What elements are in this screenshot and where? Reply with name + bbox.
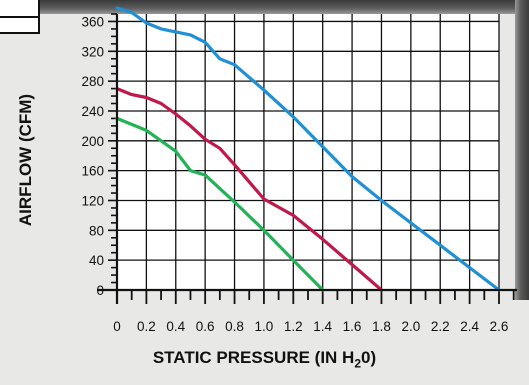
y-tick-label: 200	[81, 134, 104, 149]
x-tick-label: 0.2	[137, 319, 156, 334]
x-tick-label: 1.2	[284, 319, 303, 334]
corner-tab-divider	[0, 16, 38, 18]
corner-tab	[0, 0, 40, 34]
y-tick-label: 280	[81, 74, 104, 89]
x-axis-title-end: 0)	[361, 348, 377, 367]
plot-area	[117, 14, 499, 290]
x-tick-label: 2.0	[401, 319, 420, 334]
x-axis-title-subscript: 2	[354, 356, 362, 371]
y-tick-label: 0	[96, 283, 104, 298]
y-tick-label: 40	[89, 253, 104, 268]
y-axis-title: AIRFLOW (CFM)	[16, 93, 35, 227]
series-line-2	[115, 86, 384, 292]
y-tick-label: 240	[81, 104, 104, 119]
x-tick-label: 1.8	[372, 319, 391, 334]
x-tick-label: 0.4	[166, 319, 185, 334]
right-frame-bar	[515, 0, 529, 300]
x-tick-label: 1.0	[255, 319, 274, 334]
x-axis-title-main: STATIC PRESSURE (IN H	[152, 348, 355, 367]
x-axis-title: STATIC PRESSURE (IN H20)	[0, 348, 529, 370]
x-tick-label: 0	[113, 319, 121, 334]
x-tick-label: 2.4	[460, 319, 479, 334]
series-line-3	[115, 116, 325, 292]
top-frame-bar	[0, 0, 529, 14]
y-tick-label: 120	[81, 193, 104, 208]
x-tick-label: 2.2	[431, 319, 450, 334]
y-tick-label: 320	[81, 44, 104, 59]
y-tick-label: 80	[89, 223, 104, 238]
y-tick-label: 360	[81, 14, 104, 29]
x-tick-label: 1.4	[313, 319, 332, 334]
y-tick-label: 160	[81, 164, 104, 179]
x-tick-label: 1.6	[343, 319, 362, 334]
x-tick-label: 2.6	[490, 319, 509, 334]
series-line-1	[115, 6, 501, 292]
x-tick-label: 0.6	[196, 319, 215, 334]
x-tick-label: 0.8	[225, 319, 244, 334]
